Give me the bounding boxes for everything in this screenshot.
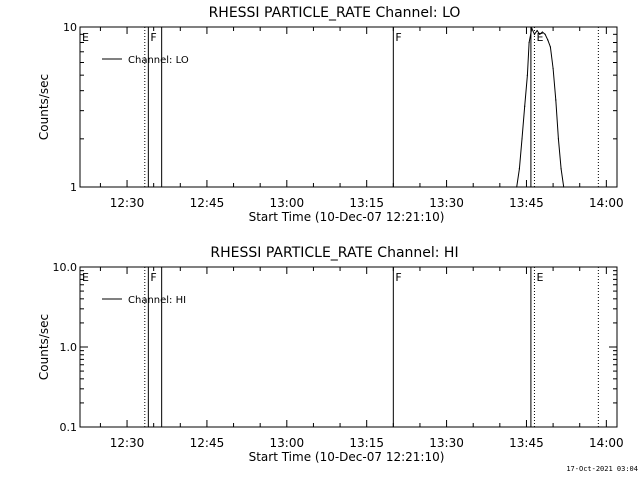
x-tick-label: 13:30 <box>429 196 464 210</box>
event-marker-label: E <box>536 271 543 284</box>
y-tick-label: 10.0 <box>53 261 78 274</box>
series-line <box>516 26 565 188</box>
data-point <box>563 186 565 188</box>
event-marker-label: F <box>150 271 156 284</box>
data-point <box>536 29 538 32</box>
x-tick-label: 14:00 <box>589 436 624 450</box>
x-tick-label: 12:45 <box>190 196 225 210</box>
data-point <box>526 74 528 76</box>
chart-panel-1: RHESSI PARTICLE_RATE Channel: LO 12:30 12:… <box>37 5 624 224</box>
event-marker-label: F <box>395 271 401 284</box>
y-tick-label: 1.0 <box>60 341 78 354</box>
x-tick-label: 13:00 <box>270 196 305 210</box>
legend-label: Channel: LO <box>128 55 189 66</box>
event-marker-label: E <box>82 31 89 44</box>
data-point <box>516 186 518 188</box>
event-marker-label: F <box>150 31 156 44</box>
y-axis-label: Counts/sec <box>37 74 51 140</box>
x-tick-label: 12:30 <box>110 436 145 450</box>
x-tick-label: 13:45 <box>509 436 544 450</box>
x-tick-label: 12:45 <box>190 436 225 450</box>
data-point <box>544 33 546 35</box>
legend-label: Channel: HI <box>128 295 186 306</box>
y-tick-label: 1 <box>70 181 77 194</box>
data-point <box>524 105 526 107</box>
footer-timestamp: 17-Oct-2021 03:04 <box>566 465 638 473</box>
event-marker-label: E <box>536 31 543 44</box>
data-point <box>521 138 523 140</box>
x-tick-label: 13:15 <box>349 196 384 210</box>
y-tick-label: 10 <box>63 21 77 34</box>
data-point <box>518 168 520 170</box>
data-point <box>531 27 533 30</box>
x-tick-label: 13:30 <box>429 436 464 450</box>
data-point <box>539 33 541 35</box>
data-point <box>555 99 557 101</box>
x-tick-label: 13:45 <box>509 196 544 210</box>
x-tick-label: 14:00 <box>589 196 624 210</box>
data-point <box>533 33 536 35</box>
event-marker-label: F <box>395 31 401 44</box>
data-point <box>528 41 530 44</box>
y-tick-label: 0.1 <box>60 421 78 434</box>
chart-title: RHESSI PARTICLE_RATE Channel: HI <box>210 245 458 261</box>
x-axis-label: Start Time (10-Dec-07 12:21:10) <box>249 450 445 464</box>
x-tick-label: 13:00 <box>270 436 305 450</box>
chart-panel-2: RHESSI PARTICLE_RATE Channel: HI 12:30 12:… <box>37 245 624 464</box>
x-axis-label: Start Time (10-Dec-07 12:21:10) <box>249 210 445 224</box>
data-point <box>552 67 554 70</box>
data-point <box>547 39 549 41</box>
x-tick-label: 13:15 <box>349 436 384 450</box>
plot-frame <box>79 266 618 428</box>
plot-frame <box>79 26 618 188</box>
data-point <box>560 168 562 170</box>
data-point <box>557 138 560 140</box>
data-point <box>541 31 544 33</box>
y-axis-label: Counts/sec <box>37 314 51 380</box>
event-marker-label: E <box>82 271 89 284</box>
x-tick-label: 12:30 <box>110 196 145 210</box>
data-point <box>549 46 552 48</box>
chart-title: RHESSI PARTICLE_RATE Channel: LO <box>209 5 461 21</box>
